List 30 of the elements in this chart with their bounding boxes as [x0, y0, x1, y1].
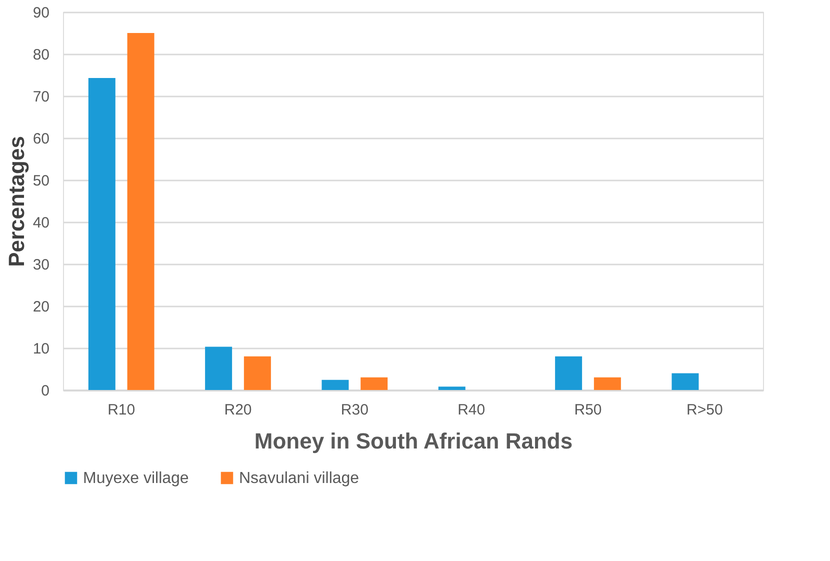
x-tick-label: R10 [108, 402, 136, 418]
x-tick-label: R>50 [686, 402, 723, 418]
x-tick-label: R40 [458, 402, 486, 418]
bar [322, 380, 349, 390]
bar [438, 386, 466, 390]
bar [88, 78, 116, 390]
bar [360, 377, 388, 390]
x-axis-title: Money in South African Rands [254, 428, 573, 454]
x-tick-label: R50 [574, 402, 602, 418]
y-tick-label: 50 [32, 172, 50, 190]
y-tick-label: 40 [32, 214, 50, 232]
legend-label: Muyexe village [83, 470, 189, 487]
bar [594, 377, 621, 390]
y-tick-label: 0 [41, 382, 50, 400]
x-tick-label: R30 [340, 402, 368, 418]
y-tick-label: 70 [32, 88, 50, 106]
bar [672, 373, 699, 390]
bar [205, 346, 232, 390]
y-tick-label: 60 [32, 130, 50, 148]
bar [555, 356, 582, 390]
y-tick-label: 90 [32, 4, 50, 22]
bar [127, 33, 154, 390]
bar [244, 356, 271, 390]
x-tick-label: R20 [224, 402, 252, 418]
y-tick-label: 80 [32, 46, 50, 64]
y-tick-label: 20 [32, 298, 50, 316]
legend-label: Nsavulani village [239, 470, 360, 487]
y-tick-label: 10 [32, 340, 50, 358]
y-axis-title: Percentages [4, 136, 29, 267]
y-tick-label: 30 [32, 256, 50, 274]
